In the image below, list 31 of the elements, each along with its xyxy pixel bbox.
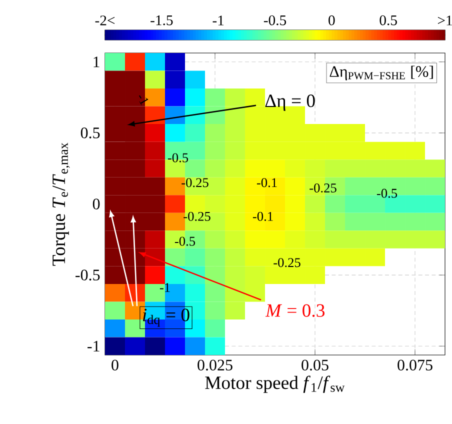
annotation: -0.5 (168, 153, 188, 162)
y-tick-label: -0.5 (76, 270, 100, 280)
y-tick-label: 0 (92, 198, 100, 210)
color-bar-label: 0.5 (380, 15, 397, 26)
annotation: -1 (160, 283, 170, 292)
color-bar-label: >1 (438, 16, 452, 26)
color-bar-label: -1.5 (150, 15, 173, 26)
annotation: -0.25 (184, 212, 210, 221)
x-tick-label: 0.075 (398, 360, 432, 371)
annotation: -1 (138, 95, 148, 106)
y-tick-label: 1 (94, 56, 100, 68)
x-tick-label: 0.05 (302, 360, 328, 371)
y-tick-label: -1 (88, 340, 100, 352)
x-tick-label: 0.025 (198, 360, 232, 371)
annotation: M = 0.3 (265, 304, 324, 317)
y-axis-title: Torque T$_{e}$/T$_{e,max}$ (52, 142, 70, 266)
color-bar-label: -2< (95, 16, 115, 26)
annotation: -0.1 (256, 178, 277, 188)
annotation: -0.1 (252, 212, 273, 221)
color-bar-label: 0 (328, 15, 335, 26)
color-bar-label: -1 (212, 16, 224, 26)
annotation: -0.5 (174, 236, 196, 246)
annotation: -0.25 (310, 183, 336, 193)
color-bar-label: -0.5 (264, 15, 286, 26)
annotation: -0.25 (182, 178, 208, 188)
annotation: -0.25 (274, 258, 300, 268)
x-tick-label: 0 (112, 360, 118, 370)
x-axis-title: Motor speed f$_{1}$/f$_{sw}$ (205, 376, 345, 393)
y-tick-label: 0.5 (80, 128, 100, 138)
color-bar-title: Δη$_{PWM−FSHE}$ [%] (330, 66, 433, 80)
annotation: -0.5 (376, 188, 398, 198)
